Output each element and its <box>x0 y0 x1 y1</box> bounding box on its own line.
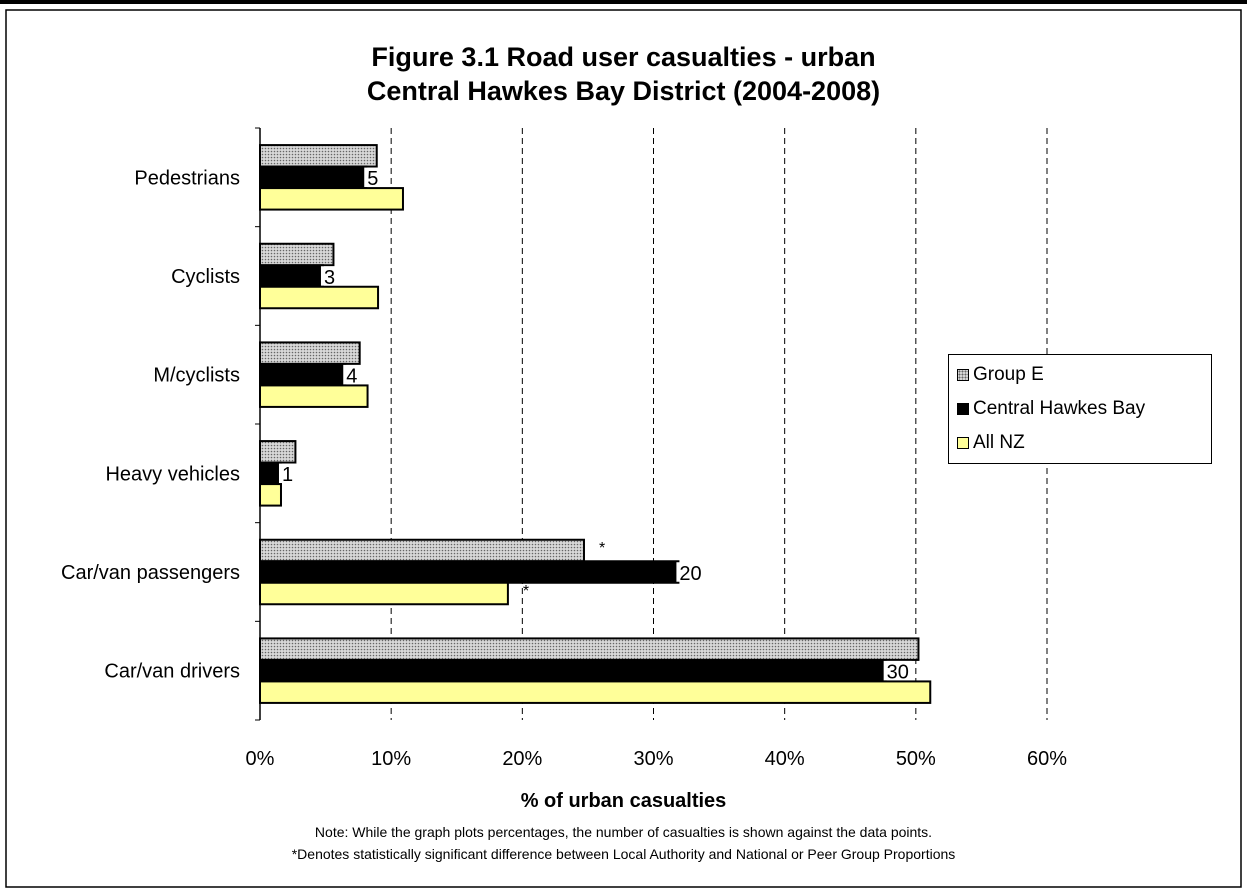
bar <box>259 242 335 267</box>
x-tick-label: 0% <box>246 748 275 770</box>
data-label: 30 <box>887 661 909 683</box>
chart-title-line1: Figure 3.1 Road user casualties - urban <box>371 42 876 72</box>
x-axis-label: % of urban casualties <box>520 790 727 812</box>
bar <box>259 440 297 464</box>
significance-marker: * <box>599 540 605 557</box>
note-line2: *Denotes statistically significant diffe… <box>291 846 956 862</box>
bar <box>259 285 380 310</box>
bar <box>259 560 680 584</box>
bar <box>259 658 887 683</box>
data-label: 20 <box>679 563 701 585</box>
legend-item-central-hawkes-bay: Central Hawkes Bay <box>957 397 1145 421</box>
bar <box>259 538 585 563</box>
category-label: M/cyclists <box>153 365 240 387</box>
legend-item-group-e: Group E <box>957 363 1044 387</box>
data-label-bg <box>364 167 382 188</box>
data-label: 3 <box>324 267 335 289</box>
data-label-bg <box>883 660 912 681</box>
bar <box>259 341 361 365</box>
legend: Group E Central Hawkes Bay All NZ <box>948 354 1212 464</box>
bar <box>259 483 282 507</box>
bar <box>259 461 282 486</box>
legend-item-all-nz: All NZ <box>957 431 1025 455</box>
significance-marker: * <box>523 583 529 600</box>
x-tick-label: 10% <box>371 748 411 770</box>
note-line1: Note: While the graph plots percentages,… <box>314 824 933 840</box>
x-tick-label: 40% <box>765 748 805 770</box>
legend-swatch-group-e <box>957 369 969 381</box>
chart-title-line2: Central Hawkes Bay District (2004-2008) <box>366 76 881 106</box>
legend-swatch-central-hawkes-bay <box>957 403 969 415</box>
legend-label-central-hawkes-bay: Central Hawkes Bay <box>973 398 1146 419</box>
category-label: Car/van passengers <box>61 562 240 584</box>
category-label: Car/van drivers <box>104 661 240 683</box>
x-tick-label: 20% <box>502 748 542 770</box>
bar <box>259 144 378 168</box>
top-rule <box>0 0 1247 4</box>
data-label-bg <box>343 364 361 385</box>
bar <box>259 187 404 211</box>
x-tick-label: 60% <box>1027 748 1067 770</box>
bar <box>259 637 920 661</box>
data-label: 5 <box>367 168 378 190</box>
x-tick-label: 30% <box>633 748 673 770</box>
bar <box>259 680 932 704</box>
data-label-bg <box>320 266 338 286</box>
data-label: 4 <box>346 365 357 387</box>
bar <box>259 362 347 387</box>
category-label: Heavy vehicles <box>105 463 240 485</box>
bar <box>259 264 324 288</box>
x-tick-label: 50% <box>896 748 936 770</box>
bar <box>259 581 509 606</box>
legend-label-all-nz: All NZ <box>973 432 1025 453</box>
category-label: Cyclists <box>171 266 240 288</box>
legend-label-group-e: Group E <box>973 364 1044 385</box>
bar <box>259 384 369 408</box>
bar <box>259 165 368 190</box>
data-label-bg <box>278 463 296 484</box>
data-label: 1 <box>282 464 293 486</box>
category-label: Pedestrians <box>134 167 240 189</box>
legend-swatch-all-nz <box>957 437 969 449</box>
data-label-bg <box>676 562 705 582</box>
chart-border <box>5 9 1242 888</box>
